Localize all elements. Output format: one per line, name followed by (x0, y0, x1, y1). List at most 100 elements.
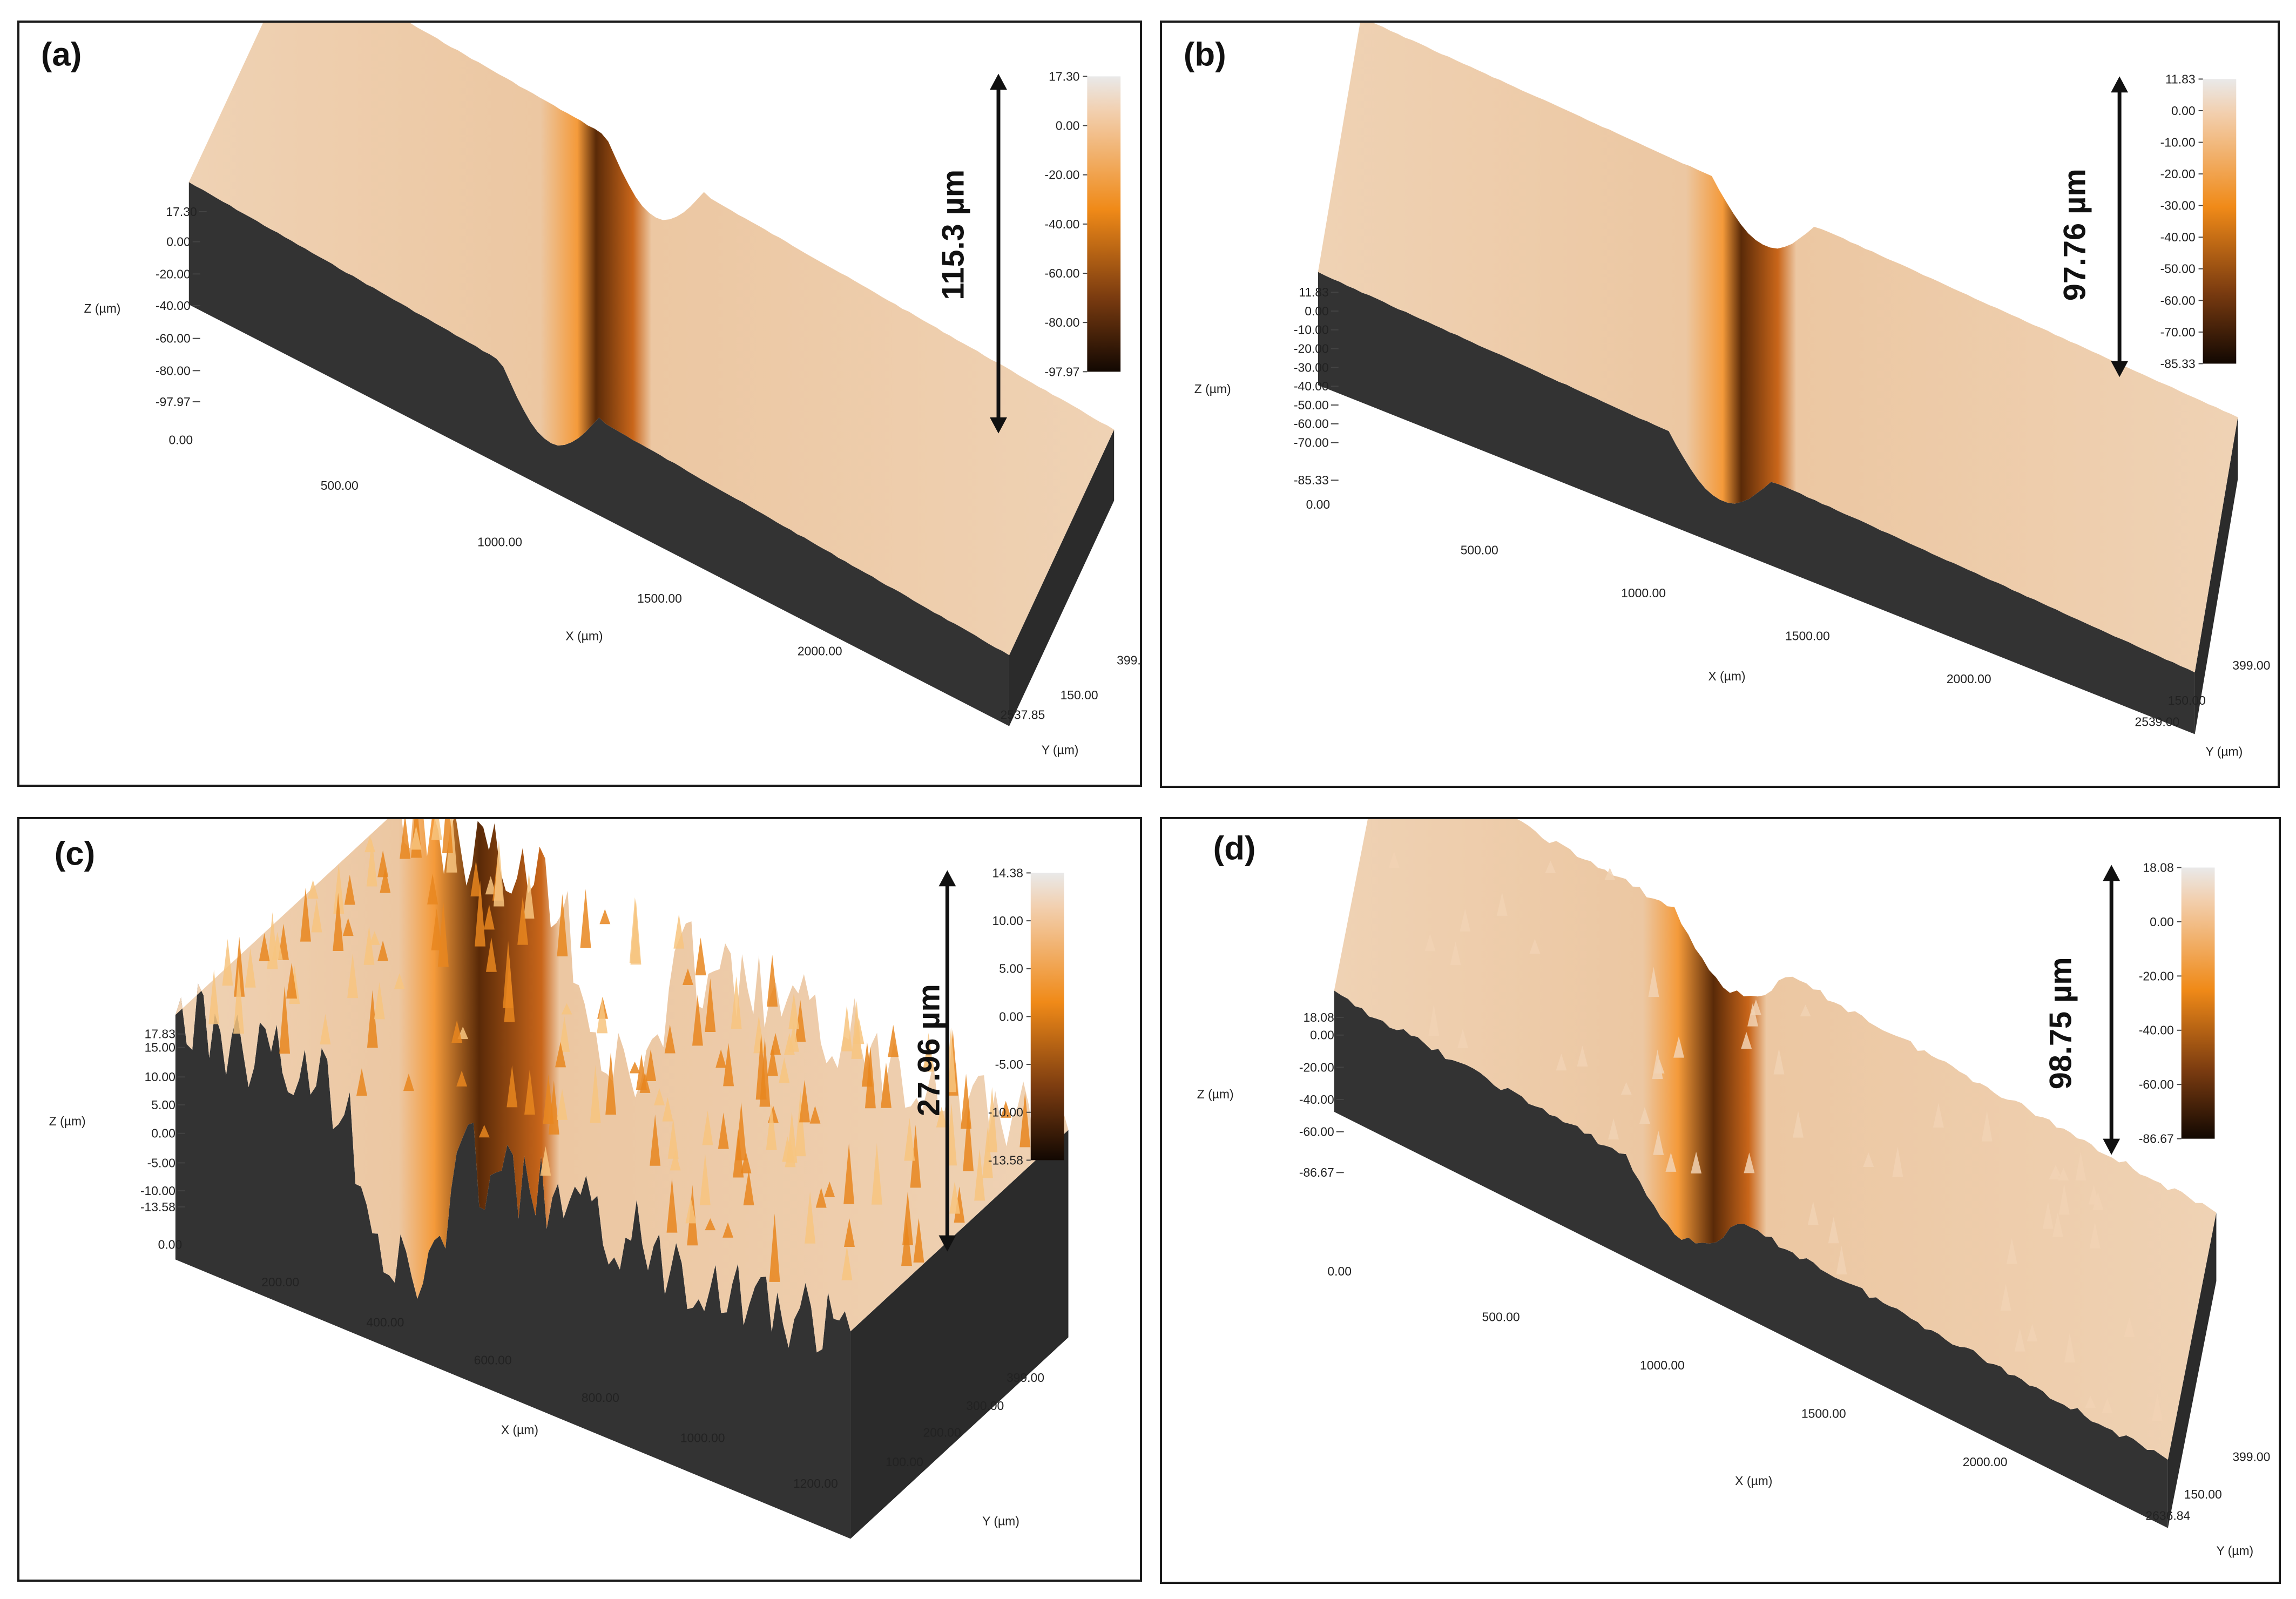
surface-peak (880, 1062, 892, 1108)
y-axis-tick: 399.00 (1007, 1371, 1044, 1385)
surface-peak (1556, 1054, 1567, 1071)
surface-peak (470, 860, 482, 897)
colorbar-tick: 5.00 (999, 962, 1023, 976)
panel-c: (c) 17.83 15.00 10.00 5.00 0.00 -5.00 -10.00 -13… (17, 817, 1142, 1582)
surface-peak (731, 976, 742, 1029)
surface-peak (888, 1024, 899, 1057)
surface-peak (1892, 1146, 1903, 1177)
colorbar (1087, 76, 1121, 372)
surface-peak (561, 1003, 572, 1015)
surface-peak (1744, 1152, 1755, 1173)
surface-peak (234, 936, 245, 997)
surface-peak (557, 1089, 568, 1120)
surface-peak (1750, 999, 1761, 1015)
surface-peak (259, 933, 270, 961)
surface-peak (743, 1170, 754, 1205)
surface-peak (1836, 1245, 1847, 1274)
x-axis-label: X (µm) (1708, 669, 1745, 683)
surface-peak (311, 899, 322, 933)
surface-peak (363, 926, 375, 965)
colorbar-tick: 11.83 (2165, 72, 2196, 86)
surface-peak (799, 1080, 810, 1123)
surface-peak (523, 873, 535, 919)
surface-peak (639, 1072, 651, 1093)
colorbar-tick: -10.00 (2160, 135, 2196, 149)
x-axis-tick: 0.00 (1306, 497, 1331, 511)
surface-peak (667, 1118, 679, 1159)
x-axis-tick: 500.00 (1461, 543, 1498, 557)
z-axis-tick: -10.00 (1294, 323, 1329, 337)
surface-peak (367, 990, 378, 1048)
colorbar-tick: 0.00 (999, 1009, 1023, 1023)
x-axis-tick: 2000.00 (1963, 1455, 2008, 1469)
surface-peak (366, 839, 377, 887)
colorbar (2203, 79, 2237, 364)
z-axis-tick: -40.00 (1294, 379, 1329, 393)
surface-peak (841, 1005, 853, 1051)
colorbar-tick: -20.00 (1044, 168, 1079, 182)
z-axis-tick: -60.00 (1299, 1125, 1334, 1139)
surface-peak (233, 966, 244, 1034)
surface-peak (2006, 1238, 2017, 1264)
panel-label: (b) (1184, 36, 1226, 73)
surface-peak (483, 905, 495, 930)
surface-peak (605, 1051, 617, 1115)
colorbar-tick: 10.00 (992, 914, 1023, 928)
z-axis-tick: 0.00 (151, 1126, 175, 1141)
z-range-label: 98.75 µm (2043, 957, 2078, 1089)
y-axis-label: Y (µm) (1042, 743, 1079, 757)
surface-peak (559, 1016, 570, 1052)
y-axis-tick: 399.00 (2232, 658, 2270, 672)
surface-peak (431, 908, 442, 950)
surface-peak (767, 1045, 778, 1076)
surface-peak (320, 1014, 331, 1045)
surface-peak (1741, 1031, 1752, 1049)
surface-peak (517, 896, 529, 945)
colorbar-tick: -60.00 (2139, 1077, 2174, 1091)
surface-peak (597, 996, 608, 1034)
z-axis-tick: -20.00 (1294, 342, 1329, 356)
surface-peak (1807, 1201, 1819, 1225)
z-axis-tick: -20.00 (156, 267, 191, 281)
surface-peak (662, 1097, 673, 1122)
surface-peak (524, 1069, 535, 1115)
z-axis-tick: -40.00 (156, 299, 191, 313)
surface-peak (685, 1197, 697, 1224)
x-axis-tick: 500.00 (1482, 1310, 1520, 1324)
y-axis-tick: 399.00 (1117, 653, 1140, 667)
surface-peak (809, 1105, 821, 1124)
surface-peak (692, 994, 703, 1046)
z-axis-tick: 17.83 (145, 1027, 175, 1041)
surface-top (175, 819, 1069, 1353)
z-axis-tick: 10.00 (145, 1070, 175, 1084)
surface-peak (279, 986, 291, 1054)
surface-peak (682, 968, 693, 985)
surface-peak (437, 901, 449, 967)
surface-peak (705, 978, 716, 1032)
surface-peak (961, 1074, 972, 1129)
surface-peak (245, 948, 256, 988)
surface-peak (599, 909, 611, 925)
surface-peak (2075, 1151, 2086, 1181)
colorbar-tick: -40.00 (2160, 230, 2196, 244)
z-axis-label: Z (µm) (1197, 1087, 1234, 1101)
surface-peak (1545, 860, 1556, 873)
y-axis-label: Y (µm) (2216, 1543, 2253, 1557)
colorbar-tick: -50.00 (2160, 262, 2196, 276)
surface-peak (333, 863, 345, 914)
surface-peak (286, 962, 298, 999)
colorbar-tick: -5.00 (995, 1057, 1023, 1071)
surface-peak (369, 931, 380, 945)
surface-peak (503, 941, 514, 1008)
surface-peak (795, 1000, 806, 1042)
surface-side-face (175, 983, 851, 1539)
surface-peak (451, 1020, 463, 1043)
surface-peak (485, 876, 496, 895)
x-axis-tick: 400.00 (366, 1315, 404, 1330)
surface-peak (342, 917, 354, 936)
y-axis-label: Y (µm) (982, 1514, 1019, 1528)
z-axis-tick: -86.67 (1299, 1165, 1334, 1179)
surface-peak (2088, 1185, 2099, 1205)
surface-peak (664, 1024, 676, 1054)
